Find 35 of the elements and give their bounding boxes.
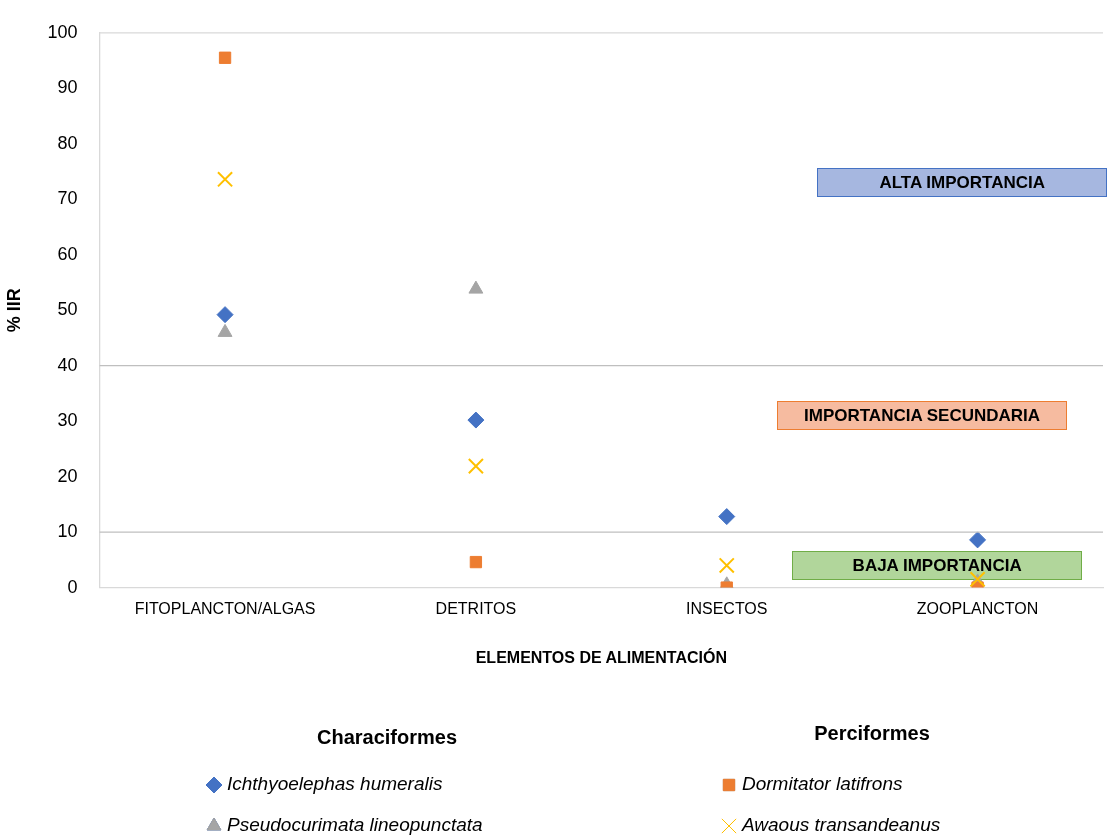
y-axis-title: % IIR bbox=[3, 288, 24, 333]
point bbox=[969, 531, 987, 549]
text: Perciformes bbox=[814, 721, 930, 744]
y-tick-label: 10 bbox=[57, 521, 78, 542]
point bbox=[216, 171, 234, 188]
legend-label: Pseudocurimata lineopunctata bbox=[227, 814, 483, 836]
x-tick-label: ZOOPLANCTON bbox=[916, 599, 1039, 617]
point bbox=[216, 306, 234, 324]
legend-label: Dormitator latifrons bbox=[742, 773, 903, 795]
y-tick-label: 40 bbox=[57, 354, 78, 375]
text: Characiformes bbox=[316, 725, 458, 748]
point bbox=[718, 508, 736, 526]
y-tick-label: 90 bbox=[57, 77, 78, 98]
y-tick-label: 60 bbox=[57, 243, 78, 264]
point bbox=[467, 458, 484, 475]
legend-label: Awaous transandeanus bbox=[741, 814, 941, 836]
y-tick-label: 30 bbox=[57, 410, 78, 431]
y-tick-label: 100 bbox=[47, 21, 78, 42]
text-box: IMPORTANCIA SECUNDARIA bbox=[777, 401, 1068, 431]
text-box: BAJA IMPORTANCIA bbox=[792, 550, 1083, 580]
y-tick-label: 80 bbox=[57, 132, 78, 153]
text-box: ALTA IMPORTANCIA bbox=[817, 168, 1108, 198]
y-tick-label: 0 bbox=[67, 576, 78, 597]
y-tick-label: 70 bbox=[57, 188, 78, 209]
point bbox=[718, 557, 735, 574]
x-axis-title: ELEMENTOS DE ALIMENTACIÓN bbox=[475, 647, 727, 666]
y-tick-label: 50 bbox=[57, 299, 78, 320]
x-tick-label: FITOPLANCTON/ALGAS bbox=[134, 599, 316, 617]
point bbox=[218, 51, 232, 64]
x-tick-label: DETRITOS bbox=[435, 599, 517, 617]
point bbox=[469, 555, 483, 569]
x-tick-label: INSECTOS bbox=[685, 599, 768, 617]
legend-label: Ichthyoelephas humeralis bbox=[227, 773, 443, 795]
point bbox=[467, 411, 485, 429]
y-tick-label: 20 bbox=[57, 465, 78, 486]
